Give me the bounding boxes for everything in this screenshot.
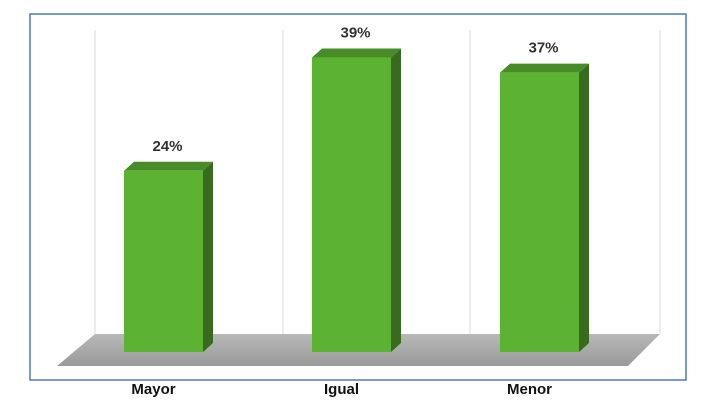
back-wall-lines <box>94 30 661 334</box>
data-label: 39% <box>340 25 370 42</box>
bar-side <box>391 48 401 353</box>
data-label: 24% <box>152 138 182 155</box>
bar-top <box>124 161 213 171</box>
x-tick-label: Igual <box>324 381 359 398</box>
bar <box>500 72 579 353</box>
bar-top <box>500 63 589 73</box>
bar <box>124 170 203 352</box>
x-tick-label: Mayor <box>131 381 175 398</box>
bar-side <box>203 161 213 352</box>
bar-top <box>312 48 401 58</box>
bar <box>312 57 391 353</box>
x-tick-label: Menor <box>507 381 552 398</box>
bar-side <box>579 63 589 353</box>
data-label: 37% <box>528 40 558 57</box>
